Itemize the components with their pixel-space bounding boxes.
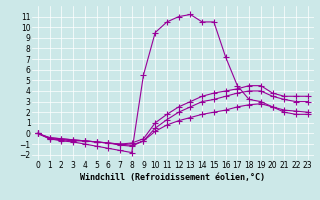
X-axis label: Windchill (Refroidissement éolien,°C): Windchill (Refroidissement éolien,°C) xyxy=(80,173,265,182)
